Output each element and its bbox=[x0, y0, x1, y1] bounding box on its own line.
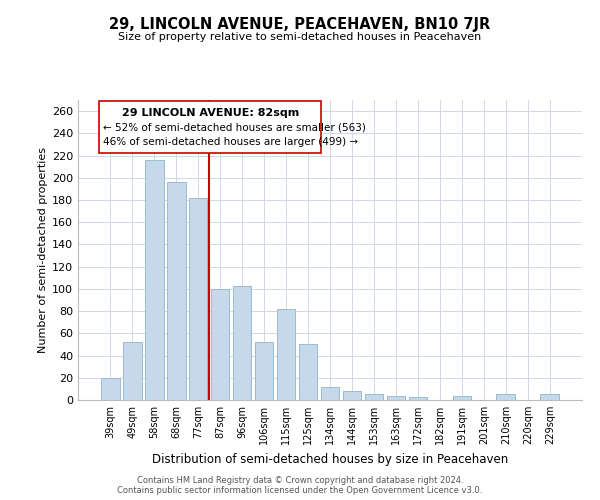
Bar bbox=[320, 386, 340, 400]
Bar bbox=[365, 394, 383, 400]
Bar bbox=[101, 378, 119, 400]
Bar bbox=[277, 309, 295, 400]
Text: 29 LINCOLN AVENUE: 82sqm: 29 LINCOLN AVENUE: 82sqm bbox=[122, 108, 299, 118]
Bar bbox=[343, 391, 361, 400]
Text: ← 52% of semi-detached houses are smaller (563): ← 52% of semi-detached houses are smalle… bbox=[103, 122, 365, 132]
Text: Size of property relative to semi-detached houses in Peacehaven: Size of property relative to semi-detach… bbox=[118, 32, 482, 42]
Bar bbox=[145, 160, 164, 400]
Text: Contains HM Land Registry data © Crown copyright and database right 2024.: Contains HM Land Registry data © Crown c… bbox=[137, 476, 463, 485]
X-axis label: Distribution of semi-detached houses by size in Peacehaven: Distribution of semi-detached houses by … bbox=[152, 452, 508, 466]
Bar bbox=[123, 342, 142, 400]
Text: 46% of semi-detached houses are larger (499) →: 46% of semi-detached houses are larger (… bbox=[103, 136, 358, 146]
Bar bbox=[496, 394, 515, 400]
FancyBboxPatch shape bbox=[99, 101, 321, 154]
Bar bbox=[189, 198, 208, 400]
Bar bbox=[541, 394, 559, 400]
Bar bbox=[233, 286, 251, 400]
Bar bbox=[167, 182, 185, 400]
Bar bbox=[452, 396, 471, 400]
Text: 29, LINCOLN AVENUE, PEACEHAVEN, BN10 7JR: 29, LINCOLN AVENUE, PEACEHAVEN, BN10 7JR bbox=[109, 18, 491, 32]
Text: Contains public sector information licensed under the Open Government Licence v3: Contains public sector information licen… bbox=[118, 486, 482, 495]
Y-axis label: Number of semi-detached properties: Number of semi-detached properties bbox=[38, 147, 48, 353]
Bar bbox=[299, 344, 317, 400]
Bar bbox=[211, 289, 229, 400]
Bar bbox=[386, 396, 405, 400]
Bar bbox=[255, 342, 274, 400]
Bar bbox=[409, 396, 427, 400]
